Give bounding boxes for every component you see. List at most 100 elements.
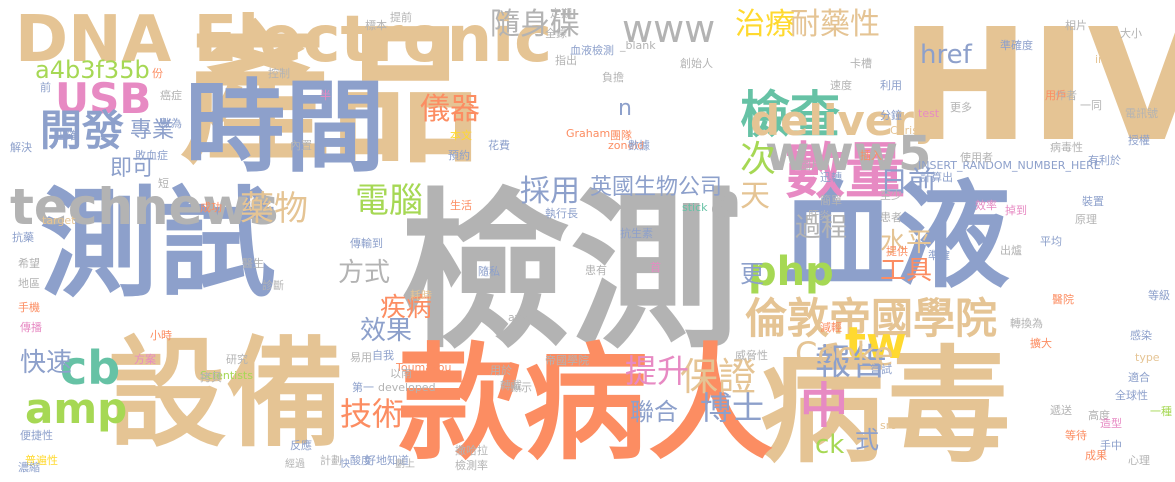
word-cloud-word: test	[918, 107, 940, 120]
word-cloud-word: 藥物	[240, 189, 308, 229]
word-cloud-word: _blank	[620, 39, 656, 52]
word-cloud-word: zoneid	[608, 139, 645, 152]
word-cloud-word: 用於	[490, 364, 512, 377]
word-cloud-word: 卡槽	[850, 57, 872, 70]
word-cloud-word: 耗時	[410, 289, 432, 302]
word-cloud-word: 儀器	[420, 92, 480, 127]
word-cloud-word: 威脅性	[735, 349, 768, 362]
word-cloud-word: 時間	[185, 69, 385, 186]
word-cloud-word: 本文	[450, 129, 472, 142]
word-cloud-word: 等待	[1065, 429, 1087, 442]
word-cloud-word: 標本	[365, 19, 387, 32]
word-cloud-word: 濃縮	[18, 461, 40, 474]
word-cloud-word: 血液檢測	[570, 44, 614, 57]
word-cloud-word: 數據	[628, 139, 650, 152]
word-cloud-word: 首	[650, 261, 661, 274]
word-cloud-word: 定期	[550, 7, 572, 20]
word-cloud-word: www	[622, 7, 716, 51]
word-cloud-word: 有利於	[1088, 154, 1121, 167]
word-cloud-word: 劃上	[395, 459, 415, 470]
word-cloud-word: 即可	[110, 156, 155, 181]
word-cloud-word: 自我	[372, 349, 394, 362]
word-cloud-word: 病毒性	[1050, 141, 1083, 154]
word-cloud-word: 檢查	[740, 86, 840, 144]
word-cloud-word: 適合	[1128, 371, 1150, 384]
word-cloud-word: 酸度	[350, 454, 372, 467]
word-cloud-word: 減輕	[820, 321, 842, 334]
word-cloud-word: a4b3f35b	[35, 56, 150, 84]
word-cloud-word: 提前	[390, 11, 412, 24]
word-cloud-word: 簡單	[820, 194, 842, 207]
word-cloud-word: 抗生素	[620, 227, 653, 240]
word-cloud-word: avw	[508, 311, 531, 324]
word-cloud-word: 反應	[290, 439, 312, 452]
word-cloud-word: 博士	[700, 389, 765, 427]
word-cloud-word: 相片	[1065, 19, 1087, 32]
word-cloud-word: 作者	[1055, 89, 1077, 102]
word-cloud-word: 傳輸到	[350, 237, 383, 250]
word-cloud-word: 成功	[200, 201, 222, 214]
word-cloud-word: 年	[215, 64, 226, 77]
word-cloud-word: 準確	[928, 249, 950, 262]
word-cloud-word: amp	[25, 384, 128, 433]
word-cloud-word: 圖片	[800, 159, 822, 172]
word-cloud-word: 正確	[55, 129, 77, 142]
word-cloud-word: ck	[815, 430, 845, 460]
word-cloud-word: 以南	[390, 367, 412, 380]
word-cloud-word: cb	[60, 341, 121, 395]
word-cloud-word: 希望	[18, 257, 40, 270]
word-cloud-word: 疾病	[380, 293, 433, 323]
word-cloud-word: 血液	[780, 170, 1011, 304]
word-cloud-word: 解決	[10, 141, 32, 154]
word-cloud-word: 計劃	[320, 454, 342, 467]
word-cloud-word: 裝置	[1082, 195, 1104, 208]
word-cloud-word: 平均	[1040, 235, 1062, 248]
word-cloud-word: 半	[320, 89, 331, 102]
word-cloud-word: 手中	[1100, 439, 1122, 452]
word-cloud-word: developed	[378, 381, 436, 394]
word-cloud-word: 醫生	[242, 257, 264, 270]
word-cloud-word: 心理	[1128, 454, 1150, 467]
word-cloud-word: 成果	[1085, 449, 1107, 462]
word-cloud-word: 提供	[886, 245, 908, 258]
word-cloud-word: 短	[158, 177, 169, 190]
word-cloud-word: 治療	[735, 7, 795, 42]
word-cloud-word: 使用者	[960, 151, 993, 164]
word-cloud-word: 創始人	[680, 57, 713, 70]
word-cloud-word: 易用	[350, 351, 372, 364]
word-cloud-word: 花費	[488, 139, 510, 152]
word-cloud-word: src	[880, 419, 897, 432]
word-cloud-word: Cooke	[795, 335, 894, 373]
word-cloud-word: 計算出	[920, 171, 953, 184]
word-cloud-word: 用戶	[1045, 89, 1067, 102]
word-cloud-word: target	[42, 214, 76, 227]
word-cloud-word: 份	[152, 67, 163, 80]
word-cloud-word: 執行長	[545, 207, 578, 220]
word-cloud-word: 插入	[860, 149, 882, 162]
word-cloud-word: href	[920, 40, 972, 70]
word-cloud-word: 數量	[785, 137, 905, 207]
word-cloud-word: 隨身碟	[490, 7, 580, 42]
word-cloud-word: 保證	[680, 355, 757, 399]
word-cloud-word: DNA Electronic	[15, 3, 553, 77]
word-cloud-word: 產品	[180, 10, 481, 184]
word-cloud-word: 一同	[1080, 99, 1102, 112]
word-cloud-word: 好地知道	[365, 454, 409, 467]
word-cloud-word: php	[748, 249, 834, 295]
word-cloud-word: 預約	[448, 149, 470, 162]
word-cloud-word: 負擔	[602, 71, 624, 84]
word-cloud-word: 感染	[1130, 329, 1152, 342]
word-cloud-word: 工具	[880, 256, 933, 286]
word-cloud-word: 專業	[130, 118, 175, 143]
word-cloud-word: technews	[10, 178, 279, 236]
word-cloud-word: 快速	[20, 348, 73, 378]
word-cloud-word: 速度	[830, 79, 852, 92]
word-cloud-word: 第一	[352, 381, 374, 394]
word-cloud-word: 擴大	[1030, 337, 1052, 350]
word-cloud-word: 隨私	[478, 265, 500, 278]
word-cloud-word: 前	[40, 81, 51, 94]
word-cloud-word: 大小	[1120, 27, 1142, 40]
word-cloud-word: 研究	[226, 353, 248, 366]
word-cloud-word: 次	[740, 139, 777, 180]
word-cloud-word: 電訊號	[1125, 107, 1158, 120]
